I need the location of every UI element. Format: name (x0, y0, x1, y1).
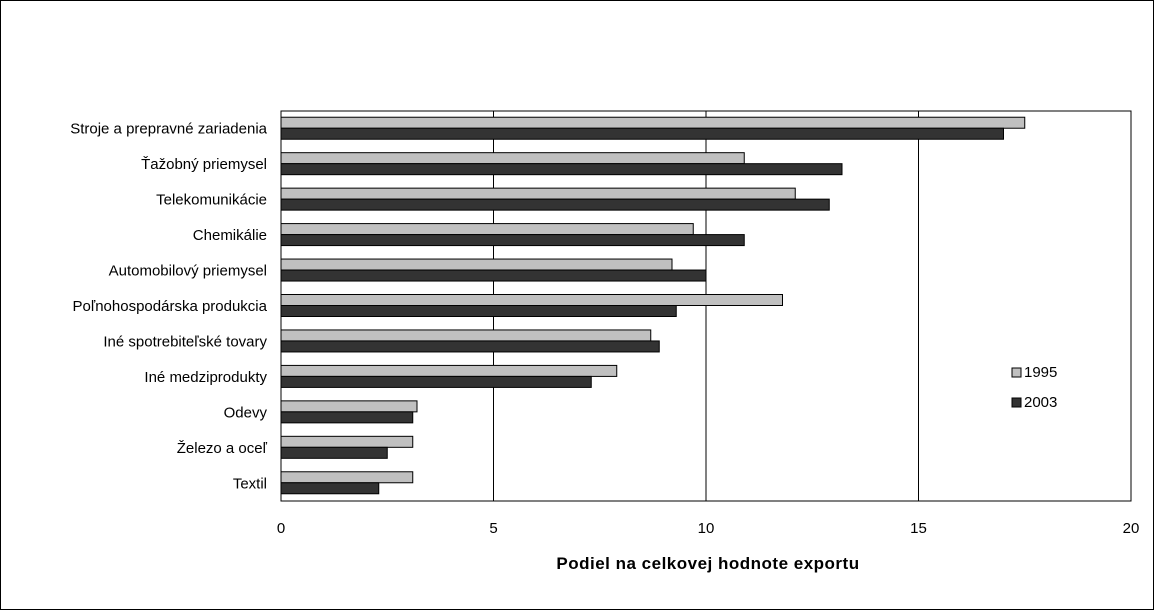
x-tick-label: 10 (698, 520, 715, 537)
category-labels: Stroje a prepravné zariadenia Ťažobný pri… (70, 121, 267, 493)
x-axis-title: Podiel na celkovej hodnote exportu (556, 554, 859, 573)
x-tick-label: 0 (277, 520, 285, 537)
bar-1995-2 (280, 187, 796, 200)
bar-2003-4 (280, 269, 707, 282)
bar-1995-4 (280, 258, 673, 271)
bar-1995-1 (280, 152, 745, 165)
x-tick-label: 20 (1123, 520, 1140, 537)
bar-2003-2 (280, 198, 830, 211)
category-label: Poľnohospodárska produkcia (72, 298, 267, 315)
bar-2003-3 (280, 234, 745, 247)
x-tick-label: 15 (910, 520, 927, 537)
x-tick-labels: 0 5 10 15 20 (277, 520, 1140, 537)
category-label: Ťažobný priemysel (141, 156, 267, 173)
bar-2003-7 (280, 375, 592, 388)
category-label: Iné medziprodukty (144, 369, 267, 386)
legend-label: 1995 (1024, 364, 1057, 381)
bar-1995-10 (280, 471, 414, 484)
category-label: Chemikálie (193, 227, 267, 244)
bar-2003-6 (280, 340, 660, 353)
category-label: Železo a oceľ (177, 440, 268, 457)
bar-1995-6 (280, 329, 652, 342)
category-label: Iné spotrebiteľské tovary (103, 333, 267, 350)
bar-1995-5 (280, 294, 783, 306)
category-label: Textil (233, 475, 267, 492)
bar-2003-8 (280, 411, 414, 424)
category-label: Odevy (224, 404, 268, 421)
bar-2003-0 (280, 127, 1004, 140)
bar-2003-10 (280, 482, 380, 495)
bar-2003-9 (280, 446, 388, 459)
legend-swatch-2003 (1011, 397, 1022, 408)
bar-1995-8 (280, 400, 418, 413)
category-label: Telekomunikácie (156, 192, 267, 209)
bar-1995-7 (280, 364, 618, 377)
category-label: Stroje a prepravné zariadenia (70, 121, 267, 138)
category-label: Automobilový priemysel (109, 263, 267, 280)
bar-2003-5 (280, 305, 677, 317)
legend: 1995 2003 (1011, 364, 1057, 411)
bar-2003-1 (280, 163, 843, 176)
bar-1995-0 (280, 116, 1026, 129)
bars (280, 116, 1026, 495)
legend-label: 2003 (1024, 394, 1057, 411)
legend-swatch-1995 (1011, 367, 1022, 378)
bar-1995-9 (280, 435, 414, 448)
x-tick-label: 5 (489, 520, 497, 537)
bar-1995-3 (280, 223, 694, 236)
